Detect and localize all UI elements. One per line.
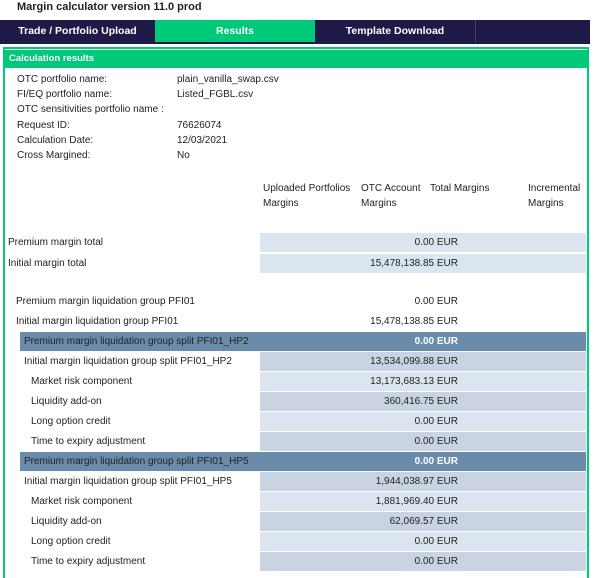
info-label: OTC sensitivities portfolio name : xyxy=(17,104,164,116)
tab[interactable]: Trade / Portfolio Upload xyxy=(0,20,156,42)
row-label: Premium margin liquidation group PFI01 xyxy=(16,296,195,307)
row-background xyxy=(260,472,586,491)
row-value: 0.00 EUR xyxy=(414,536,458,547)
row-background xyxy=(260,372,586,391)
row-label: Initial margin liquidation group split P… xyxy=(24,356,232,367)
row-label: Premium margin total xyxy=(8,237,104,248)
row-value: 1,944,038.97 EUR xyxy=(375,476,458,487)
row-label: Liquidity add-on xyxy=(31,516,102,527)
info-value: Listed_FGBL.csv xyxy=(177,89,254,101)
info-value: 12/03/2021 xyxy=(177,134,228,146)
results-panel xyxy=(3,47,589,578)
tab-bar: Trade / Portfolio Upload Results Template … xyxy=(0,20,590,44)
column-header: Uploaded Portfolios Margins xyxy=(263,183,351,209)
row-value: 0.00 EUR xyxy=(414,296,458,307)
row-background xyxy=(260,392,586,411)
info-label: Cross Margined: xyxy=(17,150,91,161)
info-label: FI/EQ portfolio name: xyxy=(17,89,113,101)
row-label: Market risk component xyxy=(31,496,133,507)
row-label: Market risk component xyxy=(31,376,133,387)
row-value: 13,534,099.88 EUR xyxy=(370,356,458,367)
row-value: 62,069.57 EUR xyxy=(389,516,458,527)
row-value: 0.00 EUR xyxy=(414,416,458,427)
row-value: 15,478,138.85 EUR xyxy=(370,316,458,327)
row-value: 1,881,969.40 EUR xyxy=(375,496,458,507)
row-label: Premium margin liquidation group split P… xyxy=(24,336,249,347)
tab[interactable]: Results xyxy=(155,20,316,42)
row-value: 0.00 EUR xyxy=(414,237,458,248)
row-value: 360,416.75 EUR xyxy=(384,396,458,407)
tab[interactable]: Template Download xyxy=(315,20,476,42)
row-label: Time to expiry adjustment xyxy=(31,436,146,447)
row-value: 13,173,683.13 EUR xyxy=(370,376,458,387)
row-label: Time to expiry adjustment xyxy=(31,556,146,567)
app-title: Margin calculator version 11.0 prod xyxy=(17,1,202,13)
row-background xyxy=(260,512,586,531)
row-background xyxy=(260,532,586,551)
row-background xyxy=(20,332,586,351)
row-label: Initial margin total xyxy=(8,257,87,269)
info-label: OTC portfolio name: xyxy=(17,74,108,85)
row-background xyxy=(260,552,586,571)
row-value: 0.00 EUR xyxy=(414,336,458,347)
info-value: plain_vanilla_swap.csv xyxy=(177,74,279,85)
row-background xyxy=(20,452,586,471)
column-header: Total Margins xyxy=(430,183,490,194)
row-label: Initial margin liquidation group split P… xyxy=(24,476,232,487)
info-label: Calculation Date: xyxy=(17,134,94,146)
column-header: OTC Account Margins xyxy=(361,183,421,209)
row-label: Long option credit xyxy=(31,536,111,547)
row-background xyxy=(260,492,586,511)
row-label: Liquidity add-on xyxy=(31,396,102,407)
row-value: 0.00 EUR xyxy=(414,556,458,567)
section-title: Calculation results xyxy=(5,50,587,68)
row-background xyxy=(260,253,586,273)
row-value: 0.00 EUR xyxy=(414,436,458,447)
row-label: Initial margin liquidation group PFI01 xyxy=(16,316,179,327)
column-header: Incremental Margins xyxy=(528,183,581,209)
row-label: Premium margin liquidation group split P… xyxy=(24,456,249,467)
row-background xyxy=(260,412,586,431)
row-background xyxy=(260,233,586,252)
row-value: 0.00 EUR xyxy=(414,456,458,467)
row-value: 15,478,138.85 EUR xyxy=(370,257,458,269)
row-background xyxy=(260,352,586,371)
info-value: No xyxy=(177,150,190,161)
info-value: 76626074 xyxy=(177,119,222,131)
info-label: Request ID: xyxy=(17,119,70,131)
row-label: Long option credit xyxy=(31,416,111,427)
row-background xyxy=(260,432,586,451)
